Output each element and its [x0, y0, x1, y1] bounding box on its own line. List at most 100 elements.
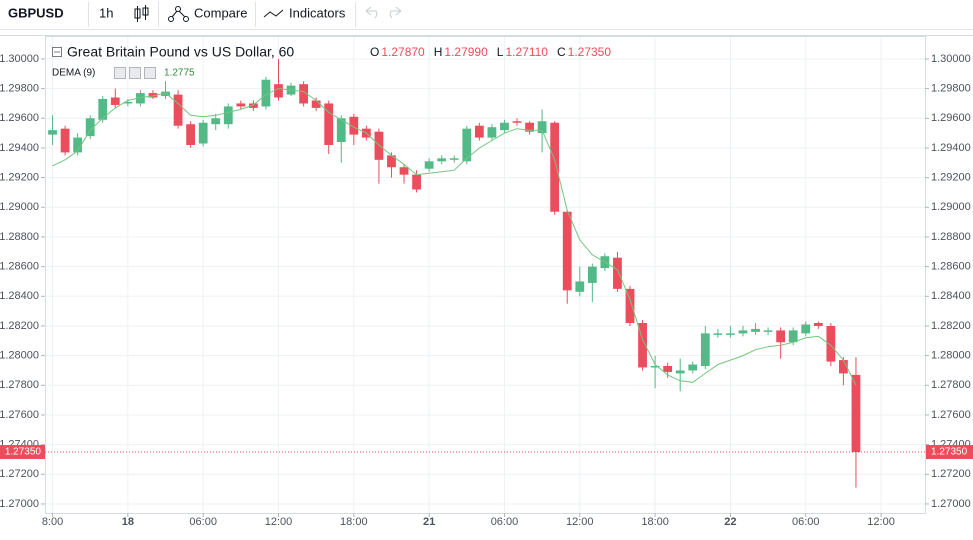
- candle-body: [700, 333, 710, 367]
- compare-icon[interactable]: [168, 6, 189, 22]
- candle-body: [663, 366, 673, 372]
- candle-body: [474, 125, 484, 138]
- last-price-badge: [926, 445, 973, 460]
- indicator-name: DEMA (9): [52, 68, 95, 79]
- y-tick-label: 1.27800: [931, 379, 971, 391]
- candle-body: [223, 106, 233, 125]
- candle-body: [638, 322, 647, 368]
- candle-body: [261, 79, 271, 107]
- ohlc-value: 1.27990: [444, 45, 488, 59]
- last-price-label: 1.27350: [931, 447, 968, 458]
- candle-body: [136, 93, 145, 104]
- ohlc-label: H: [434, 45, 443, 59]
- y-tick-label: 1.27600: [0, 409, 39, 421]
- candle-body: [299, 84, 308, 104]
- candle-body: [449, 158, 459, 160]
- candle-body: [211, 118, 221, 125]
- y-tick-label: 1.28000: [931, 350, 971, 362]
- candle-body: [525, 122, 534, 132]
- y-tick-label: 1.28600: [0, 261, 39, 273]
- last-price-label: 1.27350: [5, 447, 42, 458]
- interval[interactable]: 1h: [99, 5, 113, 20]
- candle-body: [98, 99, 108, 120]
- candle-body: [763, 330, 773, 332]
- candle-body: [437, 158, 447, 162]
- y-tick-label: 1.28000: [0, 350, 39, 362]
- candle-body: [274, 84, 283, 98]
- y-tick-label: 1.27200: [0, 468, 39, 480]
- candle-body: [336, 118, 346, 143]
- y-tick-label: 1.30000: [0, 53, 39, 65]
- y-tick-label: 1.29000: [931, 201, 971, 213]
- y-tick-label: 1.27800: [0, 379, 39, 391]
- ohlc-value: 1.27110: [505, 45, 548, 59]
- ohlc-value: 1.27870: [381, 45, 425, 59]
- x-tick-label: 06:00: [189, 516, 217, 528]
- indicators-button[interactable]: Indicators: [289, 5, 346, 20]
- candle-body: [148, 93, 158, 98]
- candle-body: [851, 374, 861, 453]
- y-tick-label: 1.29400: [931, 142, 971, 154]
- undo-button[interactable]: [365, 6, 378, 19]
- candle-body: [512, 121, 522, 123]
- candle-body: [776, 330, 786, 343]
- candle-body: [500, 122, 509, 131]
- candle-body: [324, 103, 334, 145]
- y-tick-label: 1.30000: [931, 53, 971, 65]
- candle-body: [613, 257, 622, 289]
- y-tick-label: 1.29800: [931, 83, 971, 95]
- candle-body: [424, 161, 434, 169]
- candle-body: [311, 100, 321, 108]
- candle-body: [826, 325, 836, 362]
- candle-body: [374, 131, 384, 160]
- y-tick-label: 1.27000: [931, 498, 971, 510]
- x-tick-label: 12:00: [867, 516, 895, 528]
- candle-body: [813, 322, 823, 326]
- redo-button[interactable]: [389, 6, 402, 19]
- candle-body: [412, 174, 421, 190]
- plot-frame: [45, 36, 926, 514]
- candle-body: [650, 366, 660, 368]
- candle-body: [587, 266, 597, 283]
- x-tick-label: 8:00: [42, 516, 63, 528]
- plot: [45, 58, 925, 488]
- y-tick-label: 1.28400: [0, 290, 39, 302]
- ohlc-label: L: [497, 45, 504, 59]
- compare-button[interactable]: Compare: [194, 5, 247, 20]
- candle-body: [788, 330, 798, 343]
- candle-body: [399, 167, 409, 175]
- x-tick-label: 21: [423, 516, 435, 528]
- ohlc-value: 1.27350: [568, 45, 612, 59]
- candle-body: [48, 130, 57, 135]
- candle-body: [186, 124, 196, 145]
- candle-body: [713, 333, 723, 335]
- candle-type-icon[interactable]: [134, 5, 149, 22]
- x-tick-label: 12:00: [265, 516, 293, 528]
- indicators-icon[interactable]: [263, 9, 284, 18]
- grid: [45, 37, 925, 513]
- y-tick-label: 1.27600: [931, 409, 971, 421]
- indicator-value: 1.2775: [164, 68, 195, 79]
- y-tick-label: 1.29600: [931, 112, 971, 124]
- candle-body: [575, 281, 585, 292]
- indicator-buttons[interactable]: [114, 67, 156, 79]
- candle-body: [123, 101, 133, 104]
- candle-body: [60, 128, 70, 153]
- x-tick-label: 22: [724, 516, 736, 528]
- candle-body: [173, 94, 183, 126]
- candle-body: [349, 116, 359, 135]
- y-tick-label: 1.29600: [0, 112, 39, 124]
- y-tick-label: 1.29200: [0, 172, 39, 184]
- x-tick-label: 06:00: [491, 516, 519, 528]
- symbol[interactable]: GBPUSD: [8, 5, 64, 20]
- candle-body: [537, 121, 547, 134]
- y-tick-label: 1.29200: [931, 172, 971, 184]
- y-tick-label: 1.28800: [0, 231, 39, 243]
- candle-body: [248, 103, 258, 108]
- candle-body: [198, 122, 208, 144]
- candle-body: [726, 333, 735, 335]
- candle-body: [801, 324, 811, 334]
